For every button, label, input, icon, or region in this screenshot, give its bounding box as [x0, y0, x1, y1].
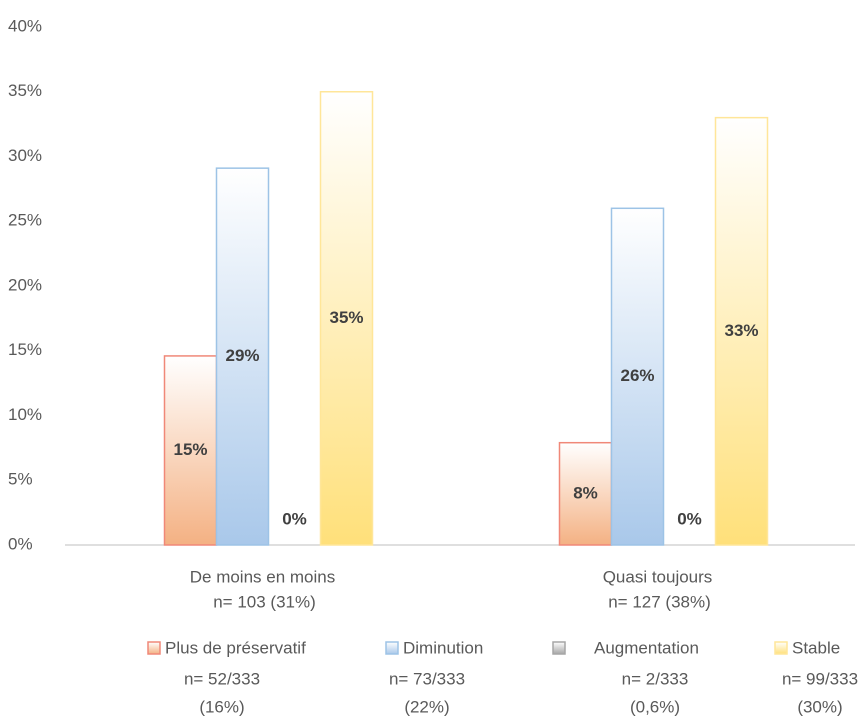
data-label: 33% [724, 321, 758, 340]
y-tick-label: 15% [8, 340, 42, 359]
y-tick-label: 40% [8, 16, 42, 35]
data-label: 26% [620, 366, 654, 385]
legend-note: (22%) [404, 697, 449, 716]
y-tick-label: 25% [8, 211, 42, 230]
y-tick-label: 5% [8, 470, 33, 489]
x-tick-note: n= 127 (38%) [608, 592, 711, 611]
data-label: 8% [573, 483, 598, 502]
legend-swatch [385, 641, 399, 655]
legend-note: (30%) [797, 697, 842, 716]
legend-swatch [147, 641, 161, 655]
legend-note: n= 99/333 [782, 669, 858, 688]
x-tick-label: De moins en moins [190, 567, 336, 586]
x-tick-note: n= 103 (31%) [213, 592, 316, 611]
y-tick-label: 20% [8, 275, 42, 294]
legend-note: (16%) [199, 697, 244, 716]
y-tick-label: 35% [8, 81, 42, 100]
data-label: 35% [329, 308, 363, 327]
data-label: 0% [677, 509, 702, 528]
bar [319, 91, 374, 546]
y-tick-label: 0% [8, 534, 33, 553]
bar [610, 207, 665, 546]
x-tick-label: Quasi toujours [603, 567, 713, 586]
legend-label: Stable [792, 638, 840, 657]
data-label: 29% [225, 346, 259, 365]
bar [215, 167, 270, 546]
y-tick-label: 10% [8, 405, 42, 424]
data-label: 0% [282, 509, 307, 528]
legend-swatch [552, 641, 566, 655]
bar [714, 116, 769, 546]
y-tick-label: 30% [8, 146, 42, 165]
legend-label: Augmentation [594, 638, 699, 657]
legend-note: n= 2/333 [622, 669, 689, 688]
data-label: 15% [173, 440, 207, 459]
legend-label: Plus de préservatif [165, 638, 306, 657]
legend-note: n= 73/333 [389, 669, 465, 688]
legend-swatch [774, 641, 788, 655]
legend-note: (0,6%) [630, 697, 680, 716]
legend-label: Diminution [403, 638, 483, 657]
legend-note: n= 52/333 [184, 669, 260, 688]
